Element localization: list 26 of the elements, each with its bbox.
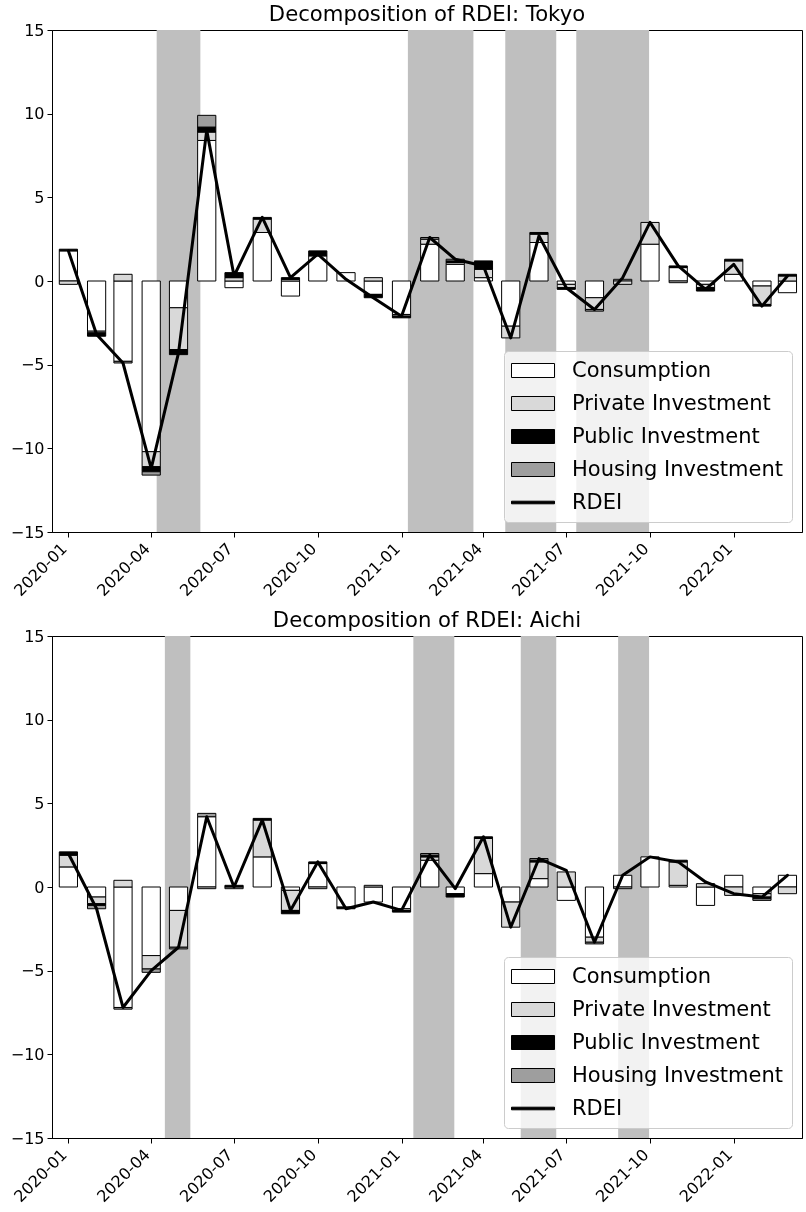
y-tick-label: −10 xyxy=(10,1044,45,1064)
legend-label: RDEI xyxy=(572,489,623,514)
y-tick-label: 10 xyxy=(24,710,45,730)
chart-title: Decomposition of RDEI: Aichi xyxy=(272,606,582,632)
y-tick-label: 10 xyxy=(24,104,45,124)
legend-label: Private Investment xyxy=(572,996,771,1021)
y-tick-label: −5 xyxy=(20,961,45,981)
y-tick-label: −5 xyxy=(20,355,45,375)
y-tick-label: 15 xyxy=(24,20,45,40)
legend-label: Housing Investment xyxy=(572,1062,783,1087)
y-tick-label: −10 xyxy=(10,438,45,458)
legend-label: Housing Investment xyxy=(572,456,783,481)
y-tick-label: 15 xyxy=(24,626,45,646)
legend-label: Public Investment xyxy=(572,1029,760,1054)
legend-label: RDEI xyxy=(572,1095,623,1120)
chart-title: Decomposition of RDEI: Tokyo xyxy=(268,0,586,26)
legend-label: Private Investment xyxy=(572,390,771,415)
y-tick-label: −15 xyxy=(10,522,45,542)
y-tick-label: 5 xyxy=(34,793,45,813)
legend-label: Consumption xyxy=(572,357,712,382)
legend-label: Public Investment xyxy=(572,423,760,448)
y-tick-label: 5 xyxy=(34,187,45,207)
y-tick-label: 0 xyxy=(34,271,45,291)
legend-label: Consumption xyxy=(572,963,712,988)
y-tick-label: 0 xyxy=(34,877,45,897)
y-tick-label: −15 xyxy=(10,1128,45,1148)
